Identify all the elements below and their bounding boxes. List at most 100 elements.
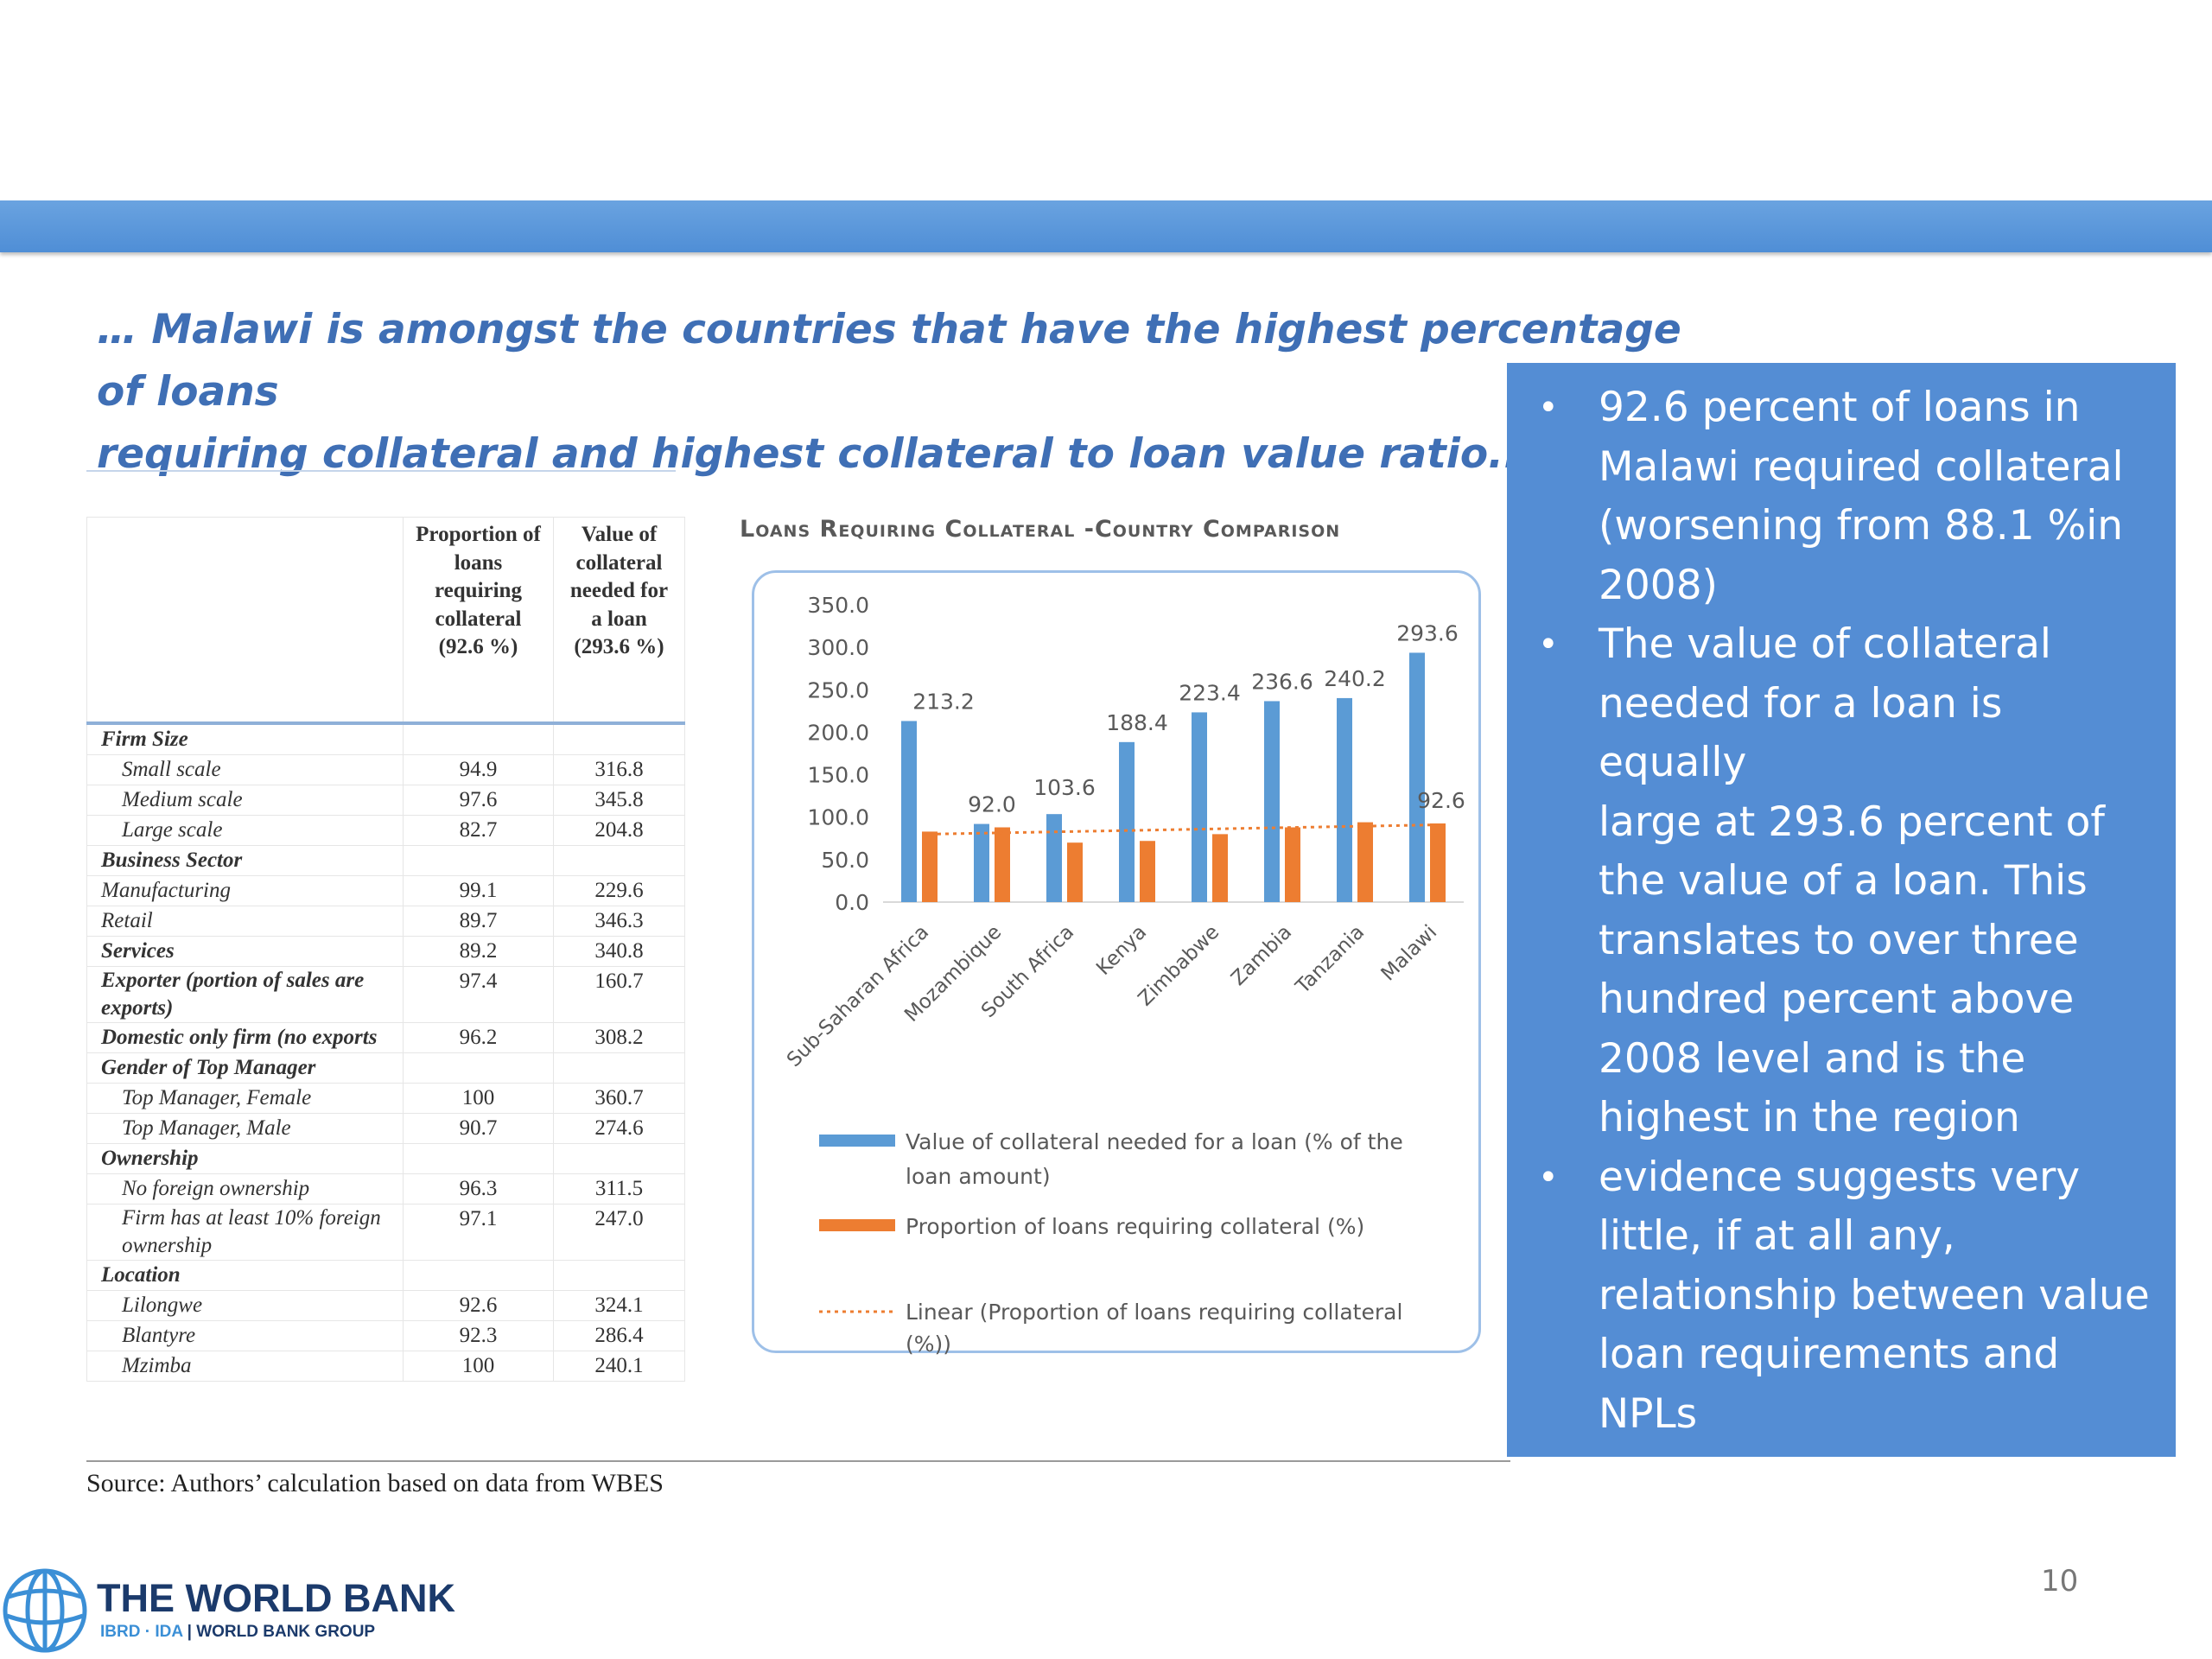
- world-bank-logo-subtitle: IBRD · IDA | WORLD BANK GROUP: [100, 1623, 375, 1642]
- table-row-label: No foreign ownership: [86, 1173, 404, 1205]
- bullet-dot-icon: •: [1538, 388, 1559, 428]
- slide-headline: … Malawi is amongst the countries that h…: [97, 299, 1721, 486]
- table-cell-proportion: 97.4: [403, 966, 554, 1023]
- table-row-label: Retail: [86, 906, 404, 937]
- finding-line: large at 293.6 percent of: [1599, 798, 2105, 846]
- table-cell-proportion: 82.7: [403, 815, 554, 846]
- logo-group: WORLD BANK GROUP: [196, 1623, 376, 1641]
- table-row: Mzimba 100 240.1: [86, 1351, 685, 1382]
- table-row: Exporter (portion of sales are exports) 9…: [86, 966, 685, 1023]
- table-row: Small scale 94.9 316.8: [86, 754, 685, 785]
- table-row: Top Manager, Female 100 360.7: [86, 1083, 685, 1114]
- header-band: [0, 200, 2212, 252]
- finding-line: needed for a loan is equally: [1599, 679, 2003, 787]
- finding-bullet: • The value of collateral needed for a loa…: [1507, 615, 2155, 1148]
- table-cell-proportion: 97.1: [403, 1204, 554, 1261]
- table-cell-value: 345.8: [553, 785, 685, 816]
- table-cell-value: 311.5: [553, 1173, 685, 1205]
- table-row: Large scale 82.7 204.8: [86, 815, 685, 846]
- table-row-label: Medium scale: [86, 785, 404, 816]
- finding-line: 2008 level and is the: [1599, 1034, 2026, 1083]
- finding-line: evidence suggests very: [1599, 1153, 2081, 1201]
- table-cell-proportion: 92.6: [403, 1290, 554, 1321]
- table-row: Firm Size: [86, 722, 685, 755]
- bullet-dot-icon: •: [1538, 625, 1559, 664]
- table-cell-value: 324.1: [553, 1290, 685, 1321]
- finding-line: (worsening from 88.1 %in: [1599, 502, 2124, 550]
- key-findings-panel: • 92.6 percent of loans in Malawi required…: [1507, 363, 2176, 1457]
- finding-line: hundred percent above: [1599, 976, 2075, 1023]
- table-cell-proportion: [403, 1143, 554, 1174]
- table-row-label: Large scale: [86, 815, 404, 846]
- table-row-label: Manufacturing: [86, 875, 404, 906]
- table-row: Firm has at least 10% foreign ownership 9…: [86, 1204, 685, 1261]
- findings-list: • 92.6 percent of loans in Malawi required…: [1507, 363, 2176, 1444]
- finding-line: relationship between value: [1599, 1271, 2150, 1319]
- headline-divider: [86, 470, 676, 472]
- table-row: Retail 89.7 346.3: [86, 906, 685, 937]
- table-cell-value: 286.4: [553, 1320, 685, 1351]
- finding-line: translates to over three: [1599, 916, 2079, 964]
- table-row: Medium scale 97.6 345.8: [86, 785, 685, 816]
- bullet-dot-icon: •: [1538, 1157, 1559, 1198]
- table-cell-proportion: 96.2: [403, 1022, 554, 1053]
- table-cell-value: 308.2: [553, 1022, 685, 1053]
- table-cell-proportion: [403, 1052, 554, 1084]
- table-cell-value: [553, 1052, 685, 1084]
- table-cell-proportion: [403, 845, 554, 876]
- table-cell-value: [553, 722, 685, 755]
- finding-line: The value of collateral: [1599, 620, 2051, 668]
- table-row-label: Services: [86, 936, 404, 967]
- finding-line: NPLs: [1599, 1389, 1698, 1438]
- table-cell-proportion: 100: [403, 1351, 554, 1382]
- page-number: 10: [2041, 1564, 2079, 1599]
- finding-line: little, if at all any,: [1599, 1212, 1955, 1260]
- finding-bullet: • evidence suggests very little, if at all…: [1507, 1148, 2155, 1445]
- table-cell-value: 247.0: [553, 1204, 685, 1261]
- table-cell-proportion: 97.6: [403, 785, 554, 816]
- table-row-label: Firm Size: [86, 722, 404, 755]
- table-header-row: Proportion of loans requiring collateral…: [86, 517, 685, 724]
- table-cell-proportion: 99.1: [403, 875, 554, 906]
- table-header-proportion: Proportion of loans requiring collateral…: [403, 517, 554, 724]
- table-cell-proportion: 89.2: [403, 936, 554, 967]
- table-row-label: Small scale: [86, 754, 404, 785]
- world-bank-logo-text: THE WORLD BANK: [97, 1576, 455, 1620]
- headline-line-1: … Malawi is amongst the countries that h…: [97, 306, 1681, 416]
- table-cell-value: 274.6: [553, 1113, 685, 1144]
- table-cell-value: [553, 1143, 685, 1174]
- table-row: Blantyre 92.3 286.4: [86, 1320, 685, 1351]
- table-row-label: Business Sector: [86, 845, 404, 876]
- table-row: Business Sector: [86, 845, 685, 876]
- table-cell-proportion: [403, 722, 554, 755]
- table-cell-proportion: [403, 1260, 554, 1291]
- table-row: No foreign ownership 96.3 311.5: [86, 1173, 685, 1205]
- finding-line: the value of a loan. This: [1599, 857, 2088, 905]
- table-row-label: Gender of Top Manager: [86, 1052, 404, 1084]
- table-cell-value: 346.3: [553, 906, 685, 937]
- table-cell-value: 360.7: [553, 1083, 685, 1114]
- table-row-label: Ownership: [86, 1143, 404, 1174]
- table-cell-value: 240.1: [553, 1351, 685, 1382]
- logo-separator: |: [182, 1623, 197, 1641]
- table-row: Services 89.2 340.8: [86, 936, 685, 967]
- table-header-value: Value of collateral needed for a loan (2…: [553, 517, 685, 724]
- table-row-label: Top Manager, Male: [86, 1113, 404, 1144]
- table-row-label: Exporter (portion of sales are exports): [86, 966, 404, 1023]
- chart-frame: [752, 570, 1481, 1353]
- table-row: Gender of Top Manager: [86, 1052, 685, 1084]
- table-row-label: Firm has at least 10% foreign ownership: [86, 1204, 404, 1261]
- collateral-table-container: Proportion of loans requiring collateral…: [86, 517, 685, 1403]
- table-row-label: Mzimba: [86, 1351, 404, 1382]
- logo-ibrd-ida: IBRD · IDA: [100, 1623, 183, 1641]
- source-note: Source: Authors’ calculation based on da…: [86, 1469, 664, 1497]
- table-cell-proportion: 92.3: [403, 1320, 554, 1351]
- table-cell-value: [553, 845, 685, 876]
- table-row: Location: [86, 1260, 685, 1291]
- table-row-label: Domestic only firm (no exports: [86, 1022, 404, 1053]
- table-row: Ownership: [86, 1143, 685, 1174]
- table-cell-proportion: 94.9: [403, 754, 554, 785]
- headline-line-2: requiring collateral and highest collate…: [97, 430, 1544, 478]
- table-row: Lilongwe 92.6 324.1: [86, 1290, 685, 1321]
- table-cell-proportion: 100: [403, 1083, 554, 1114]
